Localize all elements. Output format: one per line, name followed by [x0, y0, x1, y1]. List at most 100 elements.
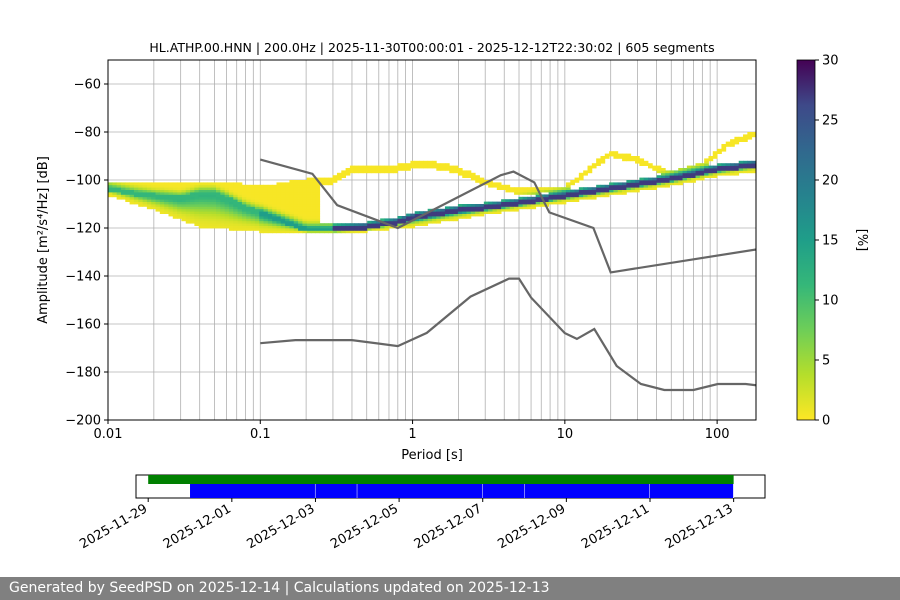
heatmap-cell	[125, 199, 130, 202]
heatmap-cell	[367, 170, 372, 174]
heatmap-cell	[250, 218, 256, 222]
heatmap-cell	[552, 199, 558, 202]
heatmap-cell	[583, 187, 588, 190]
heatmap-cell	[609, 187, 614, 190]
heatmap-cell	[190, 196, 195, 200]
heatmap-cell	[228, 192, 234, 195]
heatmap-cell	[613, 182, 619, 186]
heatmap-cell	[203, 216, 208, 219]
heatmap-cell	[315, 218, 321, 222]
heatmap-cell	[531, 204, 537, 207]
heatmap-cell	[699, 175, 705, 178]
heatmap-cell	[306, 180, 312, 183]
heatmap-cell	[190, 187, 195, 190]
heatmap-cell	[159, 208, 165, 212]
heatmap-cell	[267, 218, 273, 222]
heatmap-cell	[267, 230, 273, 234]
heatmap-cell	[263, 199, 269, 202]
heatmap-cell	[432, 220, 437, 224]
heatmap-cell	[414, 223, 420, 226]
heatmap-cell	[388, 218, 394, 222]
heatmap-cell	[168, 201, 174, 205]
heatmap-cell	[704, 158, 709, 162]
heatmap-cell	[276, 225, 282, 229]
heatmap-cell	[475, 180, 480, 183]
heatmap-cell	[751, 132, 756, 135]
heatmap-cell	[272, 184, 277, 188]
heatmap-cell	[570, 189, 575, 193]
heatmap-cell	[302, 230, 308, 234]
heatmap-cell	[557, 189, 562, 193]
heatmap-cell	[254, 196, 260, 200]
heatmap-cell	[362, 165, 368, 169]
heatmap-cell	[678, 182, 683, 186]
heatmap-cell	[540, 201, 545, 205]
heatmap-cell	[120, 196, 126, 200]
heatmap-cell	[112, 182, 118, 186]
timeline-tick-label: 2025-12-11	[579, 501, 652, 552]
heatmap-cell	[233, 211, 238, 214]
heatmap-cell	[492, 184, 498, 188]
heatmap-cell	[414, 165, 420, 169]
heatmap-cell	[380, 170, 385, 174]
heatmap-cell	[216, 208, 221, 212]
heatmap-cell	[410, 225, 416, 229]
heatmap-cell	[263, 228, 269, 231]
heatmap-cell	[367, 168, 372, 171]
heatmap-cell	[142, 196, 148, 200]
heatmap-cell	[449, 206, 454, 210]
heatmap-cell	[259, 201, 264, 205]
heatmap-cell	[436, 218, 442, 222]
heatmap-cell	[315, 208, 321, 212]
heatmap-cell	[315, 223, 321, 226]
heatmap-cell	[116, 192, 122, 195]
heatmap-cell	[600, 187, 606, 190]
heatmap-cell	[267, 189, 273, 193]
heatmap-cell	[224, 206, 230, 210]
heatmap-cell	[401, 220, 407, 224]
heatmap-cell	[419, 211, 424, 214]
heatmap-cell	[311, 230, 316, 234]
heatmap-cell	[734, 136, 740, 140]
heatmap-cell	[699, 177, 705, 181]
heatmap-cell	[250, 192, 256, 195]
heatmap-cell	[596, 187, 601, 190]
heatmap-cell	[280, 211, 286, 214]
heatmap-cell	[289, 228, 295, 231]
heatmap-cell	[466, 170, 472, 174]
heatmap-cell	[272, 194, 277, 198]
heatmap-cell	[181, 182, 187, 186]
heatmap-cell	[522, 204, 528, 207]
heatmap-cell	[237, 218, 243, 222]
heatmap-cell	[276, 213, 282, 217]
heatmap-cell	[332, 180, 338, 183]
heatmap-cell	[246, 208, 251, 212]
heatmap-cell	[172, 189, 178, 193]
heatmap-cell	[263, 230, 269, 234]
heatmap-cell	[738, 170, 744, 174]
colorbar-tick-label: 0	[822, 414, 830, 429]
heatmap-cell	[302, 182, 308, 186]
heatmap-cell	[237, 220, 243, 224]
heatmap-cell	[341, 225, 346, 229]
heatmap-cell	[181, 201, 187, 205]
heatmap-cell	[306, 206, 312, 210]
heatmap-cell	[198, 204, 204, 207]
heatmap-cell	[146, 206, 152, 210]
heatmap-cell	[250, 204, 256, 207]
heatmap-cell	[164, 192, 169, 195]
heatmap-cell	[246, 220, 251, 224]
heatmap-cell	[190, 194, 195, 198]
heatmap-cell	[155, 189, 161, 193]
heatmap-cell	[514, 206, 519, 210]
heatmap-cell	[725, 165, 731, 169]
heatmap-cell	[246, 199, 251, 202]
heatmap-cell	[328, 225, 334, 229]
heatmap-cell	[207, 194, 213, 198]
heatmap-cell	[289, 216, 295, 219]
heatmap-cell	[198, 223, 204, 226]
heatmap-cell	[267, 213, 273, 217]
heatmap-cell	[177, 187, 182, 190]
heatmap-cell	[263, 220, 269, 224]
heatmap-cell	[319, 177, 325, 181]
